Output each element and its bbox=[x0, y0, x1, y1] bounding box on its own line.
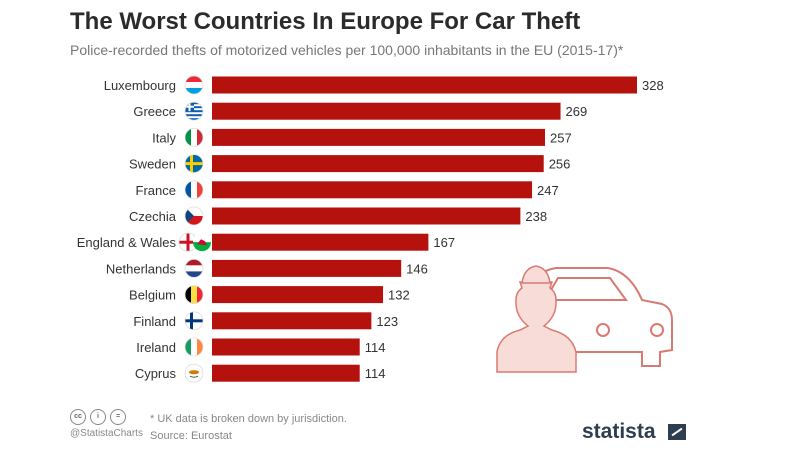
source-note: Source: Eurostat bbox=[150, 430, 232, 442]
bar bbox=[212, 233, 429, 251]
value-label: 114 bbox=[365, 340, 386, 355]
bar bbox=[212, 155, 544, 173]
bar bbox=[212, 338, 360, 356]
category-label: Luxembourg bbox=[104, 78, 176, 93]
value-label: 328 bbox=[642, 78, 664, 93]
flag-france-icon bbox=[184, 180, 204, 200]
category-label: France bbox=[136, 183, 176, 198]
value-label: 257 bbox=[550, 130, 572, 145]
value-label: 256 bbox=[549, 157, 571, 172]
category-label: Ireland bbox=[136, 340, 176, 355]
thief-and-car-illustration bbox=[496, 265, 673, 373]
bar bbox=[212, 102, 561, 120]
no-derivatives-icon: = bbox=[110, 409, 126, 425]
category-label: Sweden bbox=[129, 157, 176, 172]
flag-finland-icon bbox=[184, 311, 204, 331]
category-label: Belgium bbox=[129, 288, 176, 303]
category-label: Finland bbox=[133, 314, 176, 329]
flag-wales-icon bbox=[193, 233, 211, 252]
value-label: 269 bbox=[566, 104, 588, 119]
bar bbox=[212, 207, 521, 225]
bar bbox=[212, 259, 402, 277]
value-label: 114 bbox=[365, 366, 386, 381]
category-label: Greece bbox=[133, 104, 176, 119]
flag-czechia-icon bbox=[184, 206, 204, 226]
flag-cyprus-icon bbox=[184, 363, 204, 383]
flag-luxembourg-icon bbox=[184, 75, 204, 95]
bar bbox=[212, 128, 546, 146]
bar bbox=[212, 364, 360, 382]
bar bbox=[212, 181, 533, 199]
value-label: 167 bbox=[433, 235, 455, 250]
category-label: Cyprus bbox=[135, 366, 177, 381]
bar bbox=[212, 312, 372, 330]
value-label: 132 bbox=[388, 288, 410, 303]
flag-greece-icon bbox=[184, 101, 204, 121]
statista-logo-icon bbox=[668, 424, 686, 440]
bar bbox=[212, 76, 637, 94]
bar-chart: Luxembourg 328 Greece 269 Italy 257 Sweden 256 F… bbox=[77, 75, 673, 383]
chart-title: The Worst Countries In Europe For Car Th… bbox=[70, 8, 581, 35]
value-label: 146 bbox=[406, 261, 428, 276]
flag-belgium-icon bbox=[184, 285, 204, 305]
bar bbox=[212, 286, 384, 304]
flag-ireland-icon bbox=[184, 337, 204, 357]
license-icons: cc i = bbox=[70, 409, 126, 425]
category-label: Italy bbox=[152, 130, 176, 145]
value-label: 247 bbox=[537, 183, 559, 198]
flag-italy-icon bbox=[184, 127, 204, 147]
footnote: * UK data is broken down by jurisdiction… bbox=[150, 413, 347, 425]
statista-logo: statista bbox=[582, 420, 656, 443]
value-label: 238 bbox=[525, 209, 547, 224]
category-label: Netherlands bbox=[106, 261, 177, 276]
flag-sweden-icon bbox=[184, 154, 204, 174]
creative-commons-icon: cc bbox=[70, 409, 86, 425]
chart-subtitle: Police-recorded thefts of motorized vehi… bbox=[70, 42, 624, 58]
attribution-icon: i bbox=[90, 409, 106, 425]
category-label: England & Wales bbox=[77, 235, 177, 250]
flag-netherlands-icon bbox=[184, 258, 204, 278]
twitter-handle: @StatistaCharts bbox=[70, 428, 143, 439]
value-label: 123 bbox=[376, 314, 398, 329]
category-label: Czechia bbox=[129, 209, 177, 224]
